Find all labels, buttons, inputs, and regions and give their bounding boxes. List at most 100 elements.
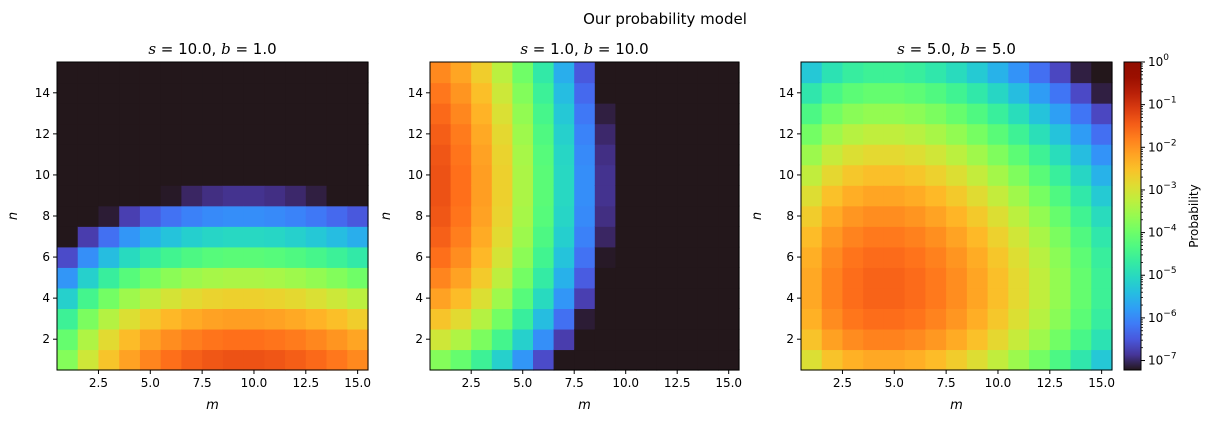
heatmap-cell: [1091, 205, 1113, 227]
heatmap-cell: [491, 123, 513, 145]
heatmap-cell: [77, 82, 100, 104]
heatmap-cell: [430, 164, 452, 186]
heatmap-cell: [1029, 123, 1051, 145]
heatmap-cell: [801, 205, 823, 227]
heatmap-panel-2: 2.5 5.0 7.5 10.0 12.5 15.0 2 4 6 8 10 12 14 m n s = 1.0…: [379, 40, 742, 413]
heatmap-cell: [553, 205, 575, 227]
heatmap-cell: [718, 205, 740, 227]
heatmap-cell: [1049, 103, 1072, 125]
y-tick-label: 8: [786, 209, 794, 223]
heatmap-cell: [430, 62, 452, 84]
heatmap-cell: [1008, 246, 1030, 268]
y-tick-label: 4: [786, 291, 794, 305]
heatmap-cell: [285, 226, 307, 248]
heatmap-cell: [119, 62, 141, 84]
heatmap-cell: [863, 62, 885, 84]
heatmap-cell: [326, 287, 348, 309]
heatmap-cell: [925, 308, 947, 330]
heatmap-cell: [347, 185, 369, 207]
heatmap-cell: [883, 103, 906, 125]
y-tick-label: 6: [42, 250, 50, 264]
heatmap-cell: [966, 226, 989, 248]
heatmap-cell: [243, 144, 265, 166]
y-tick-label: 10: [779, 168, 794, 182]
heatmap-cell: [202, 246, 224, 268]
heatmap-cell: [491, 267, 513, 289]
heatmap-cell: [139, 267, 162, 289]
heatmap-cell: [842, 308, 864, 330]
heatmap-cell: [77, 349, 100, 371]
heatmap-cell: [966, 246, 989, 268]
heatmap-cell: [98, 185, 120, 207]
heatmap-cell: [264, 246, 286, 268]
heatmap-cell: [471, 205, 493, 227]
heatmap-cell: [656, 308, 678, 330]
heatmap-cell: [285, 82, 307, 104]
heatmap-cell: [594, 226, 616, 248]
heatmap-cell: [697, 246, 719, 268]
heatmap-cell: [677, 308, 699, 330]
heatmap-cell: [512, 308, 534, 330]
heatmap-cell: [904, 62, 926, 84]
heatmap-cell: [656, 164, 678, 186]
heatmap-cell: [574, 349, 596, 371]
y-tick-label: 14: [408, 86, 423, 100]
heatmap-cell: [243, 123, 265, 145]
heatmap-cell: [801, 62, 823, 84]
heatmap-cell: [222, 164, 245, 186]
heatmap-cell: [883, 349, 906, 371]
heatmap-cell: [139, 246, 162, 268]
heatmap-cell: [656, 82, 678, 104]
heatmap-cell: [139, 226, 162, 248]
heatmap-cell: [883, 205, 906, 227]
heatmap-cell: [574, 328, 596, 351]
heatmap-cell: [863, 267, 885, 289]
heatmap-cell: [305, 308, 328, 330]
heatmap-cell: [243, 205, 265, 227]
heatmap-cell: [821, 308, 844, 330]
heatmap-cell: [966, 185, 989, 207]
heatmap-cell: [925, 103, 947, 125]
heatmap-cell: [139, 349, 162, 371]
colorbar-gradient: [1123, 61, 1142, 371]
heatmap-cell: [801, 349, 823, 371]
heatmap-cell: [326, 308, 348, 330]
heatmap-cell: [574, 267, 596, 289]
heatmap-cell: [842, 287, 864, 309]
heatmap-cell: [883, 287, 906, 309]
heatmap-cell: [77, 267, 100, 289]
heatmap-cell: [450, 185, 472, 207]
heatmap-cell: [801, 328, 823, 351]
heatmap-cell: [181, 226, 203, 248]
heatmap-cell: [594, 349, 616, 371]
heatmap-cell: [450, 205, 472, 227]
heatmap-cell: [243, 226, 265, 248]
heatmap-cell: [883, 144, 906, 166]
heatmap-cell: [677, 246, 699, 268]
heatmap-cell: [697, 103, 719, 125]
heatmap-cell: [615, 349, 637, 371]
heatmap-cell: [821, 123, 844, 145]
x-tick-label: 12.5: [1036, 376, 1063, 390]
heatmap-cell: [987, 123, 1009, 145]
heatmap-cell: [77, 205, 100, 227]
heatmap-cell: [553, 164, 575, 186]
heatmap-cell: [285, 62, 307, 84]
heatmap-cell: [863, 287, 885, 309]
heatmap-cell: [594, 185, 616, 207]
heatmap-cell: [160, 226, 182, 248]
heatmap-cell: [946, 185, 968, 207]
heatmap-cell: [471, 82, 493, 104]
heatmap-cell: [1091, 246, 1113, 268]
heatmap-cell: [842, 267, 864, 289]
heatmap-cell: [450, 246, 472, 268]
heatmap-cell: [718, 226, 740, 248]
heatmap-cell: [987, 185, 1009, 207]
heatmap-cell: [821, 287, 844, 309]
heatmap-cell: [243, 103, 265, 125]
heatmap-cell: [264, 185, 286, 207]
colorbar-tick-label: 100: [1148, 53, 1169, 69]
heatmap-cell: [966, 308, 989, 330]
heatmap-cell: [264, 62, 286, 84]
heatmap-cell: [1091, 328, 1113, 351]
